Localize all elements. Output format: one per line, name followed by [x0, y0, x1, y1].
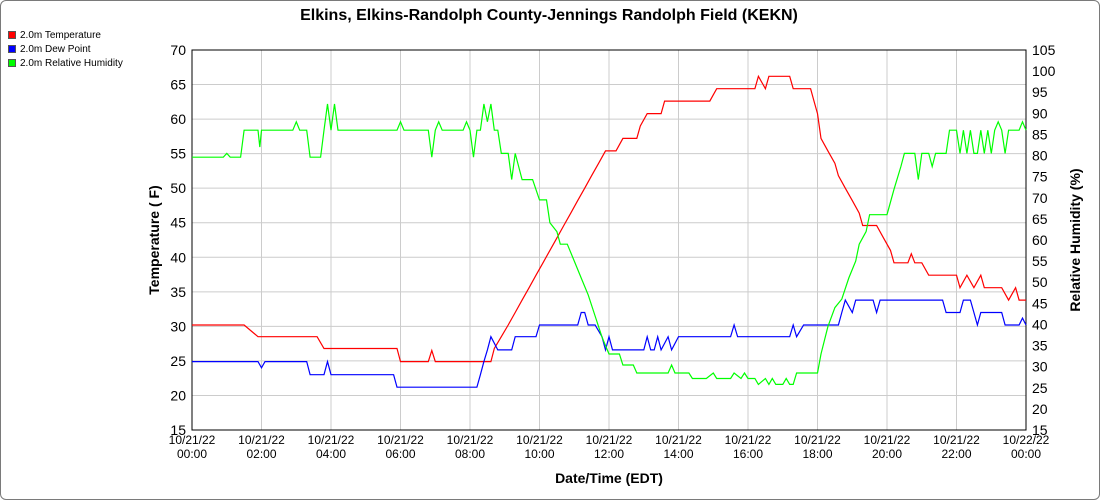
y-tick-label-left: 40: [170, 249, 186, 265]
y-tick-label-right: 25: [1032, 380, 1048, 396]
x-tick-label-time: 06:00: [385, 447, 415, 461]
x-tick-label-date: 10/21/22: [933, 433, 980, 447]
series-layer: [192, 74, 1027, 388]
y-tick-label-left: 30: [170, 318, 186, 334]
y-tick-label-right: 65: [1032, 211, 1048, 227]
y-tick-label-right: 30: [1032, 359, 1048, 375]
x-tick-label-date: 10/22/22: [1003, 433, 1050, 447]
temperature-line: [192, 74, 1026, 363]
tick-labels: 10/21/2200:0010/21/2202:0010/21/2204:001…: [169, 42, 1056, 461]
legend-item-temperature: 2.0m Temperature: [8, 28, 123, 42]
y-tick-label-left: 15: [170, 422, 186, 438]
legend-swatch-relative-humidity: [8, 59, 16, 67]
y-tick-label-right: 85: [1032, 126, 1048, 142]
relative-humidity-line: [192, 103, 1027, 386]
x-tick-label-time: 14:00: [663, 447, 693, 461]
x-tick-label-time: 02:00: [246, 447, 276, 461]
y-tick-label-right: 75: [1032, 169, 1048, 185]
legend-label-relative-humidity: 2.0m Relative Humidity: [20, 57, 123, 69]
y-tick-label-left: 70: [170, 42, 186, 58]
x-tick-label-date: 10/21/22: [447, 433, 494, 447]
legend-swatch-dew-point: [8, 45, 16, 53]
x-tick-label-time: 12:00: [594, 447, 624, 461]
x-tick-label-date: 10/21/22: [725, 433, 772, 447]
y-tick-label-right: 105: [1032, 42, 1056, 58]
legend-item-dew-point: 2.0m Dew Point: [8, 42, 123, 56]
x-tick-label-time: 22:00: [941, 447, 971, 461]
y-tick-label-right: 70: [1032, 190, 1048, 206]
legend-item-relative-humidity: 2.0m Relative Humidity: [8, 56, 123, 70]
legend-label-temperature: 2.0m Temperature: [20, 29, 101, 41]
y-tick-label-left: 35: [170, 284, 186, 300]
y-tick-label-right: 15: [1032, 422, 1048, 438]
legend-label-dew-point: 2.0m Dew Point: [20, 43, 91, 55]
x-tick-label-time: 04:00: [316, 447, 346, 461]
x-tick-label-date: 10/21/22: [516, 433, 563, 447]
y-tick-label-right: 95: [1032, 84, 1048, 100]
x-tick-label-time: 00:00: [1011, 447, 1041, 461]
x-tick-label-time: 10:00: [524, 447, 554, 461]
y-tick-label-right: 40: [1032, 316, 1048, 332]
y-tick-label-left: 45: [170, 215, 186, 231]
x-tick-label-time: 08:00: [455, 447, 485, 461]
legend: 2.0m Temperature 2.0m Dew Point 2.0m Rel…: [8, 28, 123, 70]
x-tick-label-time: 20:00: [872, 447, 902, 461]
y-tick-label-right: 45: [1032, 295, 1048, 311]
x-tick-label-date: 10/21/22: [794, 433, 841, 447]
y-tick-label-left: 65: [170, 77, 186, 93]
plot-area-border: [191, 49, 1027, 431]
x-tick-label-date: 10/21/22: [377, 433, 424, 447]
y-tick-label-left: 60: [170, 111, 186, 127]
y-tick-label-right: 20: [1032, 401, 1048, 417]
y-tick-label-left: 25: [170, 353, 186, 369]
y-tick-label-right: 55: [1032, 253, 1048, 269]
x-tick-label-date: 10/21/22: [864, 433, 911, 447]
x-tick-label-date: 10/21/22: [586, 433, 633, 447]
x-axis-label: Date/Time (EDT): [555, 470, 663, 486]
y-tick-label-left: 55: [170, 146, 186, 162]
y-tick-label-left: 50: [170, 180, 186, 196]
y-tick-label-right: 60: [1032, 232, 1048, 248]
x-tick-label-time: 18:00: [802, 447, 832, 461]
x-tick-label-date: 10/21/22: [169, 433, 216, 447]
x-tick-label-date: 10/21/22: [238, 433, 285, 447]
x-tick-label-date: 10/21/22: [308, 433, 355, 447]
y-axis-label-left: Temperature ( F): [146, 185, 162, 294]
x-tick-label-time: 00:00: [177, 447, 207, 461]
y-tick-label-right: 90: [1032, 105, 1048, 121]
y-tick-label-right: 35: [1032, 338, 1048, 354]
y-tick-label-right: 80: [1032, 148, 1048, 164]
y-tick-label-right: 100: [1032, 63, 1056, 79]
chart-title: Elkins, Elkins-Randolph County-Jennings …: [300, 7, 798, 24]
dew-point-line: [192, 298, 1027, 388]
x-tick-label-time: 16:00: [733, 447, 763, 461]
y-tick-label-left: 20: [170, 387, 186, 403]
x-tick-label-date: 10/21/22: [655, 433, 702, 447]
grid: [191, 49, 1027, 431]
y-axis-label-right: Relative Humidity (%): [1067, 168, 1083, 311]
y-tick-label-right: 50: [1032, 274, 1048, 290]
legend-swatch-temperature: [8, 31, 16, 39]
